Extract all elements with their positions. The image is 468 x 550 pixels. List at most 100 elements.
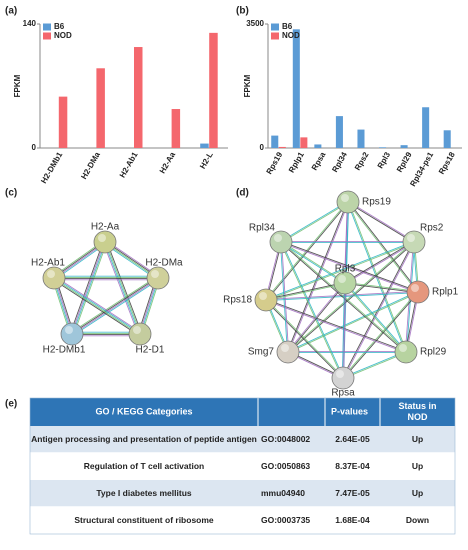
node-label: H2-D1 <box>136 345 165 356</box>
node-highlight <box>407 234 415 242</box>
bar <box>171 109 181 148</box>
edge <box>288 202 349 353</box>
node-label: Smg7 <box>248 347 275 358</box>
edge <box>344 241 414 283</box>
bar <box>300 137 308 148</box>
table-cell: 7.47E-05 <box>335 488 370 498</box>
legend-label: B6 <box>282 22 293 31</box>
edge <box>343 292 419 379</box>
edge <box>73 242 108 335</box>
edge <box>70 276 158 333</box>
edge <box>281 241 344 378</box>
node-label: Rps2 <box>420 223 444 234</box>
node <box>269 230 293 254</box>
legend-swatch <box>43 32 51 40</box>
bar <box>443 130 451 148</box>
edge <box>266 299 344 378</box>
node-highlight <box>98 234 106 242</box>
table-cell: 1.68E-04 <box>335 515 370 525</box>
edge <box>280 242 418 293</box>
node-label: Rplp1 <box>432 287 459 298</box>
bar <box>314 144 322 148</box>
edge <box>281 202 349 243</box>
table-row <box>30 426 455 453</box>
table-cell: Regulation of T cell activation <box>84 461 204 471</box>
edge <box>280 242 345 284</box>
edge <box>265 241 414 300</box>
edge <box>266 242 415 301</box>
edge <box>345 242 415 284</box>
panel-label: (b) <box>236 6 249 17</box>
edge <box>266 299 407 352</box>
y-axis-label: FPKM <box>243 74 252 97</box>
table-cell: Up <box>412 461 423 471</box>
edge <box>342 291 418 378</box>
legend-swatch <box>43 23 51 31</box>
node <box>254 288 278 312</box>
node-label: Rpl34 <box>249 223 276 234</box>
bar <box>209 32 218 148</box>
table-cell: Up <box>412 488 423 498</box>
edge <box>287 201 348 352</box>
edge <box>281 241 419 292</box>
edge <box>71 241 105 334</box>
node-highlight <box>341 194 349 202</box>
table-border <box>29 397 456 535</box>
edge <box>104 242 140 335</box>
node-label: H2-Aa <box>91 222 120 233</box>
bar <box>357 129 365 148</box>
node-label: Rpsa <box>331 388 355 399</box>
edge <box>280 242 343 379</box>
node-highlight <box>338 275 346 283</box>
node <box>146 266 170 290</box>
legend-swatch <box>271 23 279 31</box>
node <box>93 230 117 254</box>
node-highlight <box>259 292 267 300</box>
node-highlight <box>274 234 282 242</box>
edge <box>265 300 406 353</box>
node-highlight <box>133 326 141 334</box>
table-header <box>30 398 455 426</box>
edge <box>102 242 139 335</box>
table-cell: Down <box>406 515 429 525</box>
node-highlight <box>65 326 73 334</box>
panel-label: (d) <box>236 188 249 199</box>
header-cell: Status in NOD <box>398 401 436 422</box>
node-label: H2-Ab1 <box>31 258 65 269</box>
table-cell: GO:0050863 <box>261 461 310 471</box>
node-label: Rpl3 <box>335 264 356 275</box>
edge <box>54 276 142 333</box>
edge <box>265 281 345 300</box>
bar <box>58 96 68 148</box>
node-label: Rps18 <box>223 295 252 306</box>
edge <box>345 281 419 292</box>
node-highlight <box>336 370 344 378</box>
edge <box>71 277 158 334</box>
y-tick-label: 0 <box>32 143 37 152</box>
node <box>333 271 357 295</box>
edge <box>347 202 414 243</box>
edge <box>288 292 419 353</box>
edge <box>341 282 345 378</box>
legend-label: NOD <box>54 31 72 40</box>
edge <box>288 283 346 353</box>
table-row <box>30 480 455 507</box>
legend-swatch <box>271 32 279 40</box>
bar <box>278 146 286 148</box>
edge <box>280 242 406 353</box>
y-axis-label: FPKM <box>13 74 22 97</box>
table-cell: Up <box>412 434 423 444</box>
bar <box>379 147 387 148</box>
node <box>406 280 430 304</box>
edge <box>105 241 141 334</box>
node <box>402 230 426 254</box>
edge <box>265 300 343 379</box>
table-cell: Structural constituent of ribosome <box>74 515 214 525</box>
edge <box>106 241 143 334</box>
edge <box>281 241 346 283</box>
edge <box>72 242 106 335</box>
bar <box>422 107 430 148</box>
node <box>60 322 84 346</box>
node-highlight <box>399 344 407 352</box>
